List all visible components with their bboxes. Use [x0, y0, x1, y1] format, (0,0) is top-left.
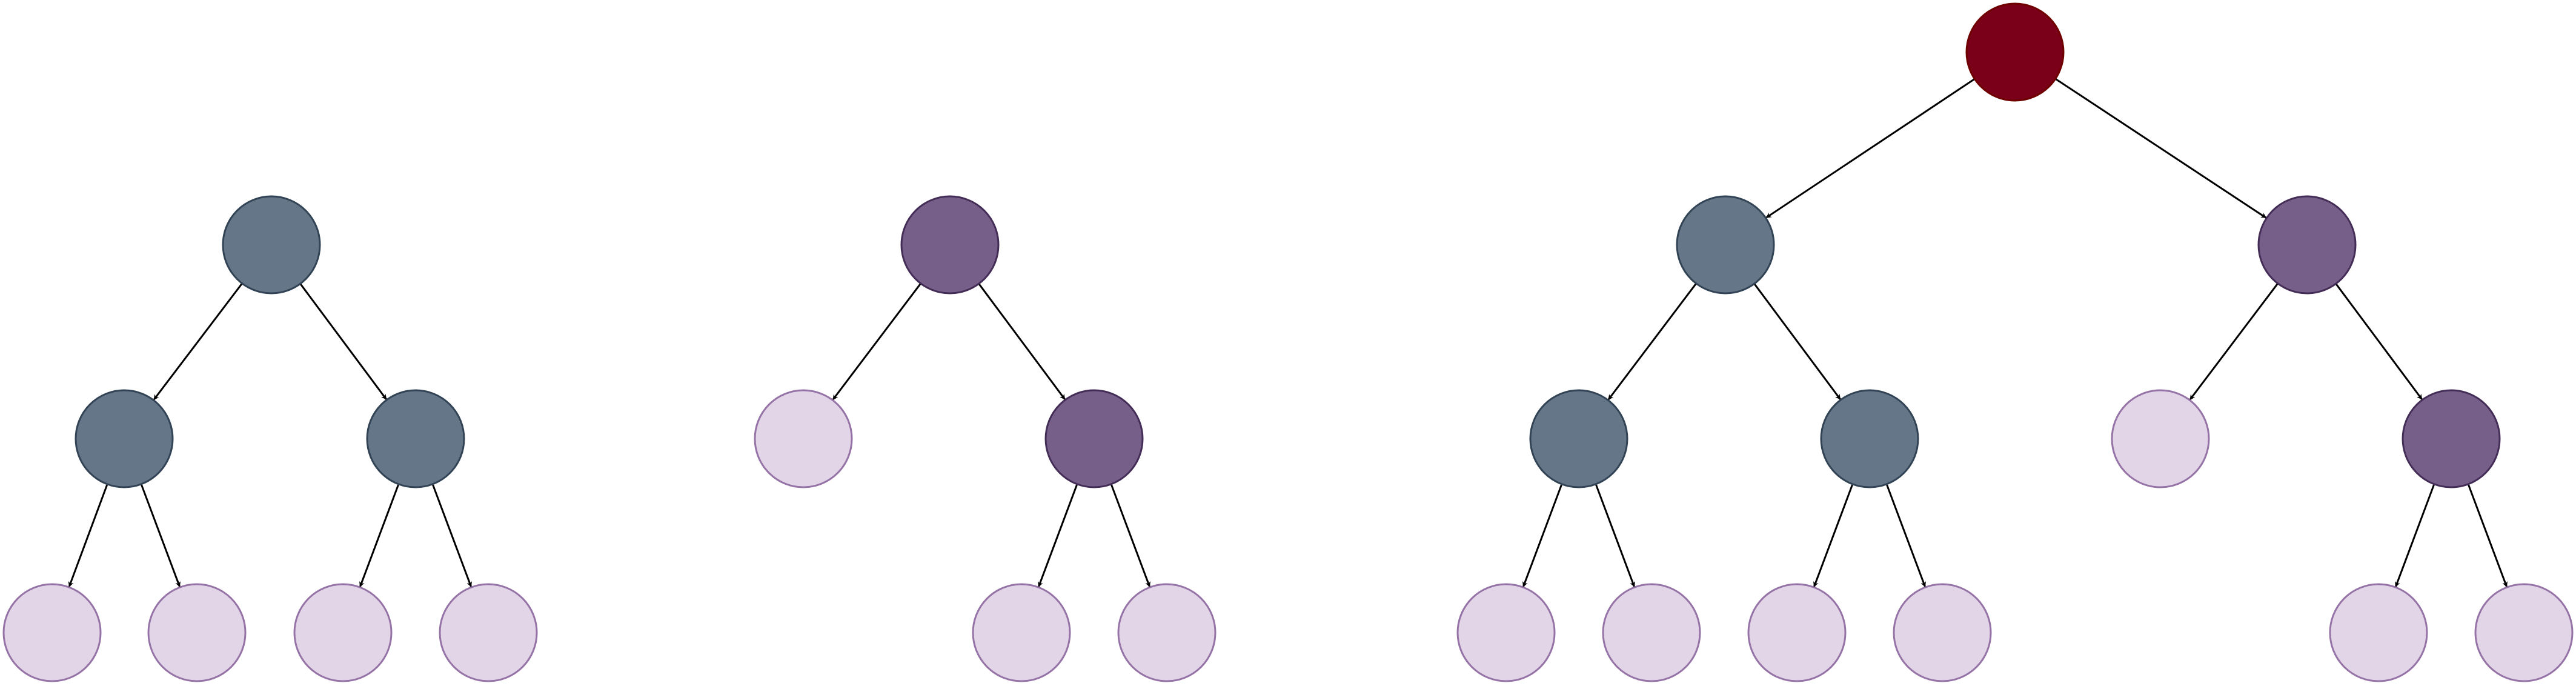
middle-tree-edge-n1-n3	[978, 283, 1066, 400]
middle-tree-node-n4-light	[972, 583, 1071, 682]
left-tree-node-n7-light	[439, 583, 538, 682]
merged-tree-node-a2-slate	[1529, 389, 1628, 488]
middle-tree-node-n3-purple	[1044, 389, 1144, 488]
edges-layer	[68, 78, 2508, 588]
middle-tree-edge-n3-n4	[1037, 484, 1078, 588]
middle-tree-edge-n1-n2	[832, 282, 921, 401]
merged-tree-edge-b3-b5	[2467, 484, 2508, 588]
merged-tree-node-a4-light	[1456, 583, 1556, 682]
merged-tree-node-b3-purple	[2402, 389, 2501, 488]
left-tree-node-n3-slate	[366, 389, 465, 488]
merged-tree-node-root-red	[1965, 2, 2065, 102]
left-tree-node-n5-light	[147, 583, 247, 682]
merged-tree-edge-a2-a5	[1595, 484, 1636, 588]
merged-tree-node-a3-slate	[1820, 389, 1919, 488]
left-tree-edge-n2-n5	[140, 484, 181, 588]
merged-tree-edge-b3-b4	[2394, 484, 2435, 588]
merged-tree-node-a1-slate	[1676, 195, 1775, 295]
merged-tree-edge-a2-a4	[1522, 484, 1563, 588]
merged-tree-node-b4-light	[2329, 583, 2428, 682]
left-tree-node-n1-slate	[222, 195, 321, 295]
left-tree-edge-n1-n2	[153, 282, 243, 401]
left-tree-edge-n3-n6	[359, 484, 400, 588]
middle-tree-edge-n3-n5	[1110, 484, 1151, 588]
merged-tree-edge-root-a1	[1765, 78, 1976, 219]
left-tree-edge-n2-n4	[68, 484, 108, 587]
merged-tree-node-b2-light	[2111, 389, 2210, 488]
left-tree-edge-n1-n3	[299, 283, 387, 400]
left-tree-node-n2-slate	[75, 389, 174, 488]
merged-tree-node-b1-purple	[2257, 195, 2357, 295]
middle-tree-node-n5-light	[1117, 583, 1217, 682]
merged-tree-edge-a1-a3	[1753, 283, 1841, 400]
merged-tree-edge-root-b1	[2054, 78, 2267, 219]
left-tree-node-n6-light	[293, 583, 393, 682]
merged-tree-edge-a1-a2	[1607, 282, 1697, 401]
merged-tree-edge-b1-b2	[2189, 282, 2279, 401]
merged-tree-edge-b1-b3	[2335, 283, 2423, 400]
left-tree-edge-n3-n7	[431, 484, 473, 588]
merged-tree-node-a6-light	[1747, 583, 1847, 682]
middle-tree-node-n1-purple	[900, 195, 1000, 295]
left-tree-node-n4-light	[2, 583, 102, 682]
merged-tree-edge-a3-a6	[1813, 484, 1854, 588]
merged-tree-edge-a3-a7	[1885, 484, 1927, 588]
merged-tree-node-a7-light	[1893, 583, 1992, 682]
merged-tree-node-b5-light	[2474, 583, 2574, 682]
merged-tree-node-a5-light	[1602, 583, 1701, 682]
middle-tree-node-n2-light	[754, 389, 853, 488]
